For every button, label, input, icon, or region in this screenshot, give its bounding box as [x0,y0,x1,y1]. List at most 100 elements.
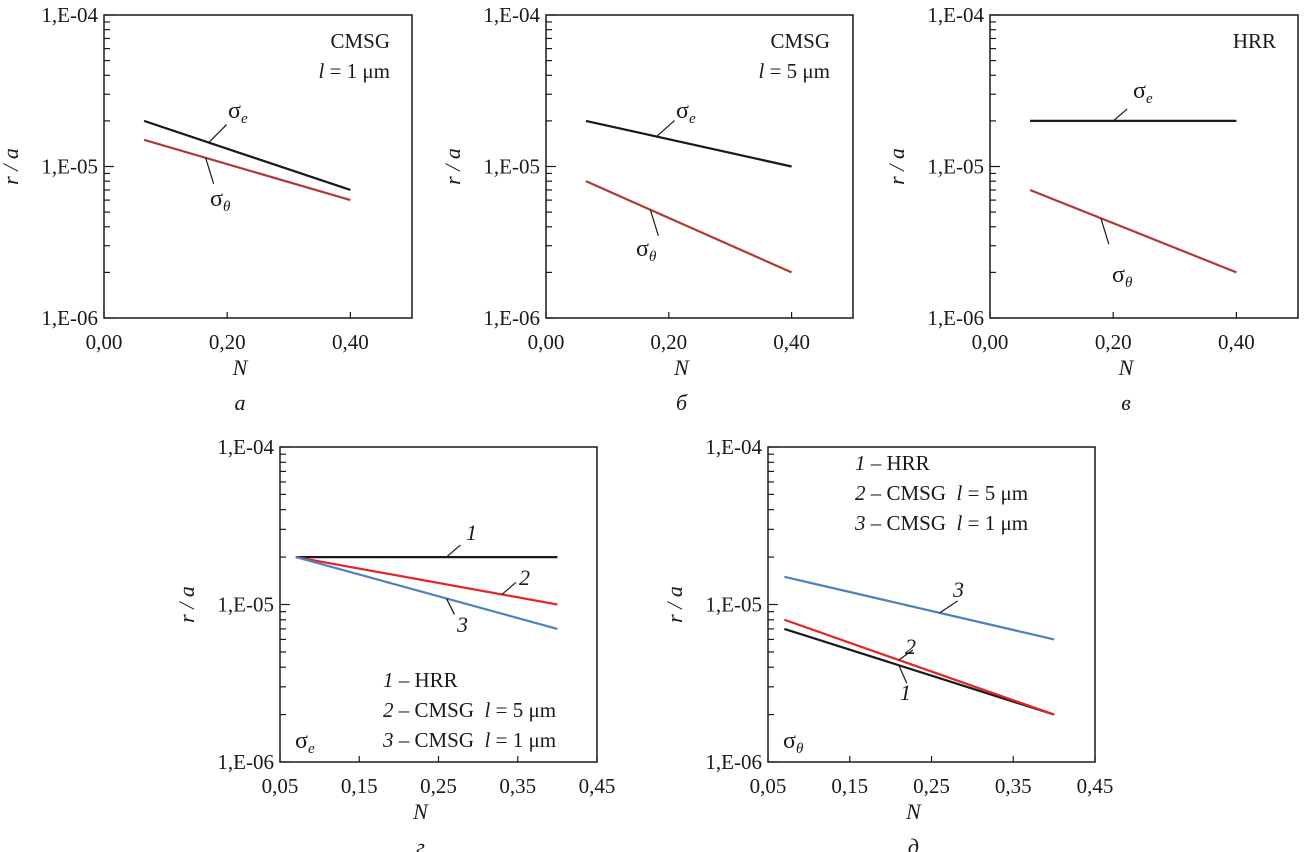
text-span: l [318,59,324,83]
series-line-3 [784,575,1055,641]
series-annotation-1: 1 [900,680,911,705]
x-tick-label: 0,00 [86,330,123,354]
text-span: CMSG [330,29,390,53]
series-line-σθ [1029,188,1237,274]
series-annotation-2: 2 [905,634,916,659]
legend-text: = 1 μm [490,728,556,752]
sigma-symbol: σ [1112,262,1125,288]
legend-number: 2 [855,481,871,505]
sigma-subscript: θ [1125,275,1133,291]
y-axis-label: r / a [174,586,199,623]
sigma-symbol: σ [228,98,241,124]
annotation-leader [898,649,914,661]
legend-number: 2 [383,698,399,722]
y-tick-label: 1,E-06 [705,750,762,774]
sigma-subscript: θ [223,199,231,215]
x-axis-label: N [412,799,429,824]
text-span: = 1 μm [324,59,390,83]
series-line-2 [783,618,1055,716]
annotation-leader [649,209,659,236]
legend-text: – CMSG [398,728,485,752]
y-tick-label: 1,E-04 [927,3,984,27]
text-span: 1 [466,520,477,545]
legend-text: = 5 μm [490,698,556,722]
legend-text: l [957,511,963,535]
legend-entry-3: 3 – CMSG l = 1 μm [854,511,1028,535]
y-axis-label: r / a [0,148,23,185]
sigma-subscript: θ [796,741,804,757]
x-tick-label: 0,15 [341,774,378,798]
annotation-leader [1112,108,1128,122]
series-line-3 [295,556,558,630]
x-tick-label: 0,20 [650,330,687,354]
panel-label: г [416,834,425,852]
annotation-leader [445,598,455,615]
x-axis-label: N [673,355,690,380]
annotation-leader [1100,218,1110,245]
legend-entry-3: 3 – CMSG l = 1 μm [382,728,556,752]
legend-number: 3 [854,511,871,535]
box-annotation: CMSG [330,29,390,53]
text-span: 2 [905,634,916,659]
annotation-leader [205,157,215,184]
text-span: 3 [952,577,964,602]
annotation-leader [656,120,675,137]
y-tick-label: 1,E-05 [705,593,762,617]
sigma-symbol: σ [636,236,649,262]
x-tick-label: 0,20 [209,330,246,354]
box-annotation: l = 1 μm [318,59,390,83]
text-span: 2 [519,565,530,590]
annotation-leader [501,581,517,595]
y-tick-label: 1,E-04 [483,3,540,27]
x-tick-label: 0,05 [750,774,787,798]
box-annotation: l = 5 μm [758,59,830,83]
series-line-2 [295,556,558,606]
annotation-leader [898,665,908,684]
x-tick-label: 0,45 [1077,774,1114,798]
x-tick-label: 0,25 [420,774,457,798]
series-annotation-1: 1 [466,520,477,545]
series-line-1 [784,627,1055,716]
y-axis-label: r / a [662,586,687,623]
y-tick-label: 1,E-05 [41,155,98,179]
y-tick-label: 1,E-06 [41,306,98,330]
x-tick-label: 0,25 [913,774,950,798]
x-tick-label: 0,00 [972,330,1009,354]
series-annotation-σθ: σθ [210,186,231,215]
panel-label: д [908,834,919,852]
y-tick-label: 1,E-06 [927,306,984,330]
series-annotation-σe: σe [228,98,248,127]
legend-entry-2: 2 – CMSG l = 5 μm [855,481,1028,505]
sigma-subscript: e [689,111,696,127]
sigma-symbol: σ [1133,78,1146,104]
sigma-symbol: σ [210,186,223,212]
annotation-leader [446,544,461,558]
sigma-subscript: e [308,741,315,757]
y-tick-label: 1,E-05 [483,155,540,179]
y-tick-label: 1,E-04 [217,435,274,459]
y-tick-label: 1,E-06 [217,750,274,774]
legend-text: l [485,698,491,722]
legend-text: – CMSG [870,511,957,535]
annotation-leader [939,600,959,614]
box-annotation: σe [295,728,315,757]
x-tick-label: 0,45 [579,774,616,798]
legend-entry-1: 1 – HRR [855,451,930,475]
y-axis-label: r / a [884,148,909,185]
y-tick-label: 1,E-06 [483,306,540,330]
x-tick-label: 0,40 [332,330,369,354]
chart-panel-г: 1,E-06 1,E-05 1,E-04 0,05 0,15 0,25 0,35 0,45 Nr… [174,435,615,852]
legend-number: 1 [383,668,399,692]
series-line-σθ [585,180,793,274]
y-tick-label: 1,E-04 [705,435,762,459]
text-span: HRR [1233,29,1276,53]
x-tick-label: 0,20 [1095,330,1132,354]
text-span: CMSG [770,29,830,53]
series-annotation-σθ: σθ [1112,262,1133,291]
y-tick-label: 1,E-04 [41,3,98,27]
chart-panel-д: 1,E-06 1,E-05 1,E-04 0,05 0,15 0,25 0,35 0,45 Nr… [662,435,1113,852]
text-span: l [758,59,764,83]
legend-text: = 1 μm [962,511,1028,535]
sigma-symbol: σ [783,728,796,754]
